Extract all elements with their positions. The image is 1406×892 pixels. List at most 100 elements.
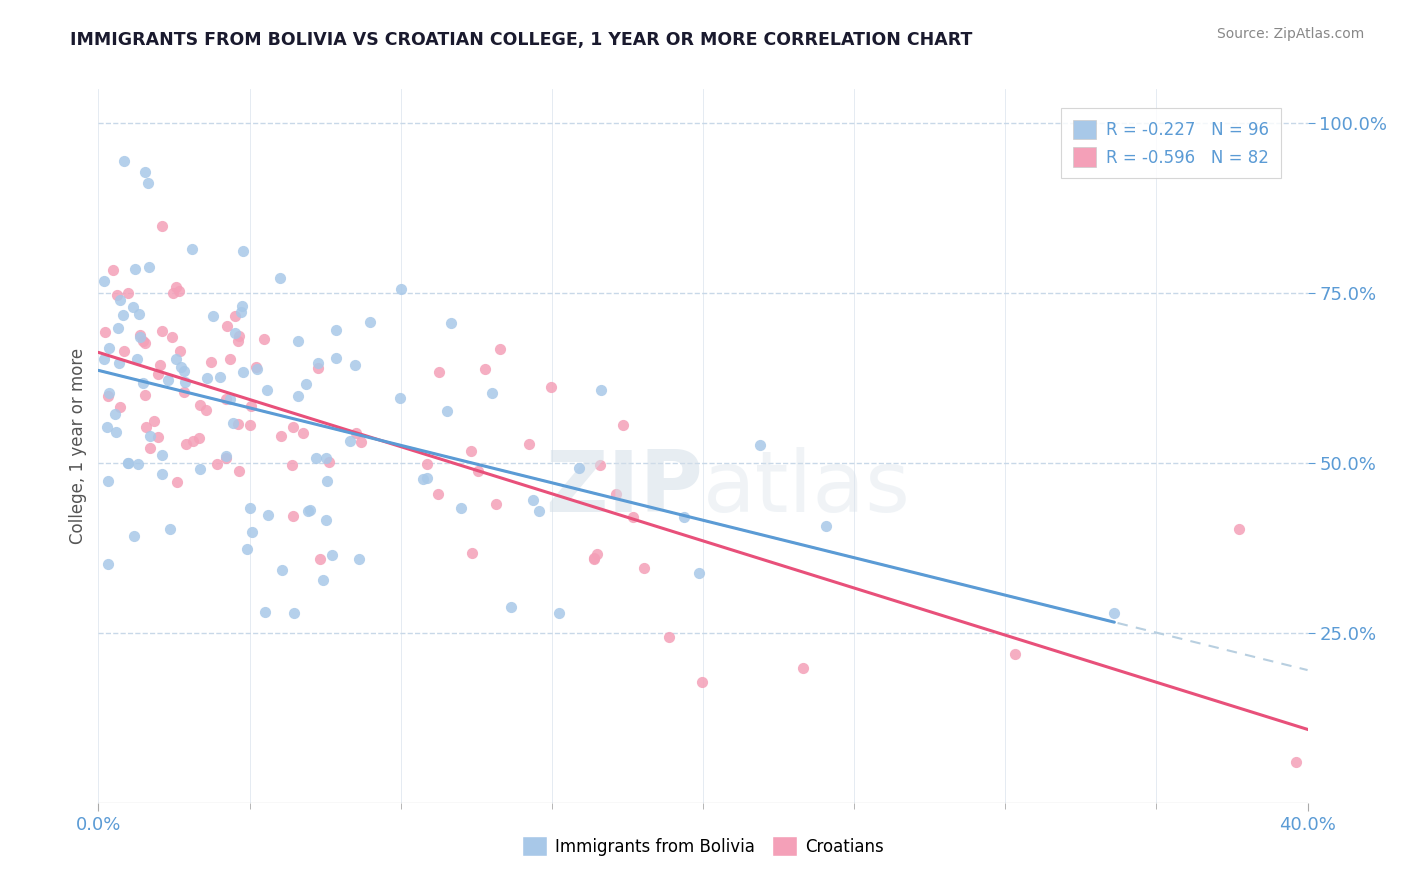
Point (173, 384, 195, 399)
Point (312, 573, 335, 587)
Point (96, 420, 118, 434)
Point (129, 327, 152, 342)
Point (146, 430, 169, 444)
Point (815, 519, 838, 533)
Point (792, 661, 814, 675)
Point (436, 404, 458, 418)
Point (169, 343, 191, 358)
Point (228, 329, 250, 343)
Point (540, 380, 562, 394)
Text: atlas: atlas (703, 447, 911, 531)
Point (208, 369, 231, 384)
Point (104, 425, 127, 440)
Point (134, 335, 156, 350)
Point (122, 529, 145, 543)
Point (633, 561, 655, 575)
Point (134, 164, 156, 178)
Point (188, 431, 211, 445)
Point (292, 426, 315, 441)
Point (1104, 606, 1126, 620)
Point (125, 352, 148, 367)
Point (245, 359, 267, 374)
Point (117, 456, 139, 470)
Point (527, 504, 550, 518)
Point (162, 286, 184, 301)
Point (149, 358, 172, 372)
Point (547, 606, 569, 620)
Point (1227, 522, 1250, 536)
Point (231, 305, 253, 319)
Text: ZIP: ZIP (546, 447, 703, 531)
Point (294, 376, 316, 391)
Point (101, 263, 124, 277)
Point (321, 548, 343, 562)
Point (460, 444, 482, 458)
Point (412, 472, 434, 486)
Point (188, 461, 211, 475)
Point (253, 332, 276, 346)
Point (218, 352, 240, 367)
Point (150, 324, 173, 338)
Point (440, 316, 463, 330)
Point (215, 392, 238, 406)
Point (297, 503, 319, 517)
Point (589, 458, 612, 472)
Point (195, 402, 218, 417)
Point (232, 365, 254, 379)
Point (325, 323, 347, 337)
Point (350, 435, 373, 450)
Point (112, 153, 135, 168)
Point (170, 360, 193, 375)
Text: IMMIGRANTS FROM BOLIVIA VS CROATIAN COLLEGE, 1 YEAR OR MORE CORRELATION CHART: IMMIGRANTS FROM BOLIVIA VS CROATIAN COLL… (70, 31, 973, 49)
Point (481, 385, 503, 400)
Point (567, 460, 589, 475)
Point (215, 449, 238, 463)
Point (416, 470, 439, 484)
Point (150, 467, 173, 481)
Point (688, 566, 710, 580)
Point (188, 398, 211, 412)
Point (281, 419, 304, 434)
Point (287, 334, 309, 348)
Point (673, 510, 696, 524)
Point (305, 450, 328, 465)
Point (589, 384, 612, 398)
Point (474, 362, 496, 376)
Point (93, 351, 115, 366)
Point (138, 260, 160, 274)
Point (135, 420, 157, 434)
Point (111, 309, 134, 323)
Point (257, 508, 280, 523)
Point (246, 362, 269, 376)
Point (522, 492, 544, 507)
Point (318, 455, 340, 469)
Point (582, 552, 605, 566)
Point (359, 315, 381, 329)
Point (224, 326, 246, 340)
Point (150, 448, 173, 462)
Point (612, 417, 634, 432)
Point (467, 464, 489, 478)
Point (315, 474, 337, 488)
Point (127, 457, 149, 471)
Point (389, 282, 412, 296)
Point (97, 389, 120, 403)
Point (132, 334, 155, 348)
Point (235, 542, 257, 557)
Point (165, 352, 187, 367)
Point (160, 330, 183, 344)
Point (139, 442, 162, 456)
Point (166, 475, 188, 489)
Point (93, 274, 115, 288)
Point (450, 500, 472, 515)
Point (200, 355, 222, 369)
Point (215, 451, 238, 466)
Point (215, 318, 238, 333)
Point (165, 279, 187, 293)
Point (104, 407, 127, 421)
Point (110, 401, 132, 415)
Point (226, 417, 249, 432)
Point (308, 360, 330, 375)
Point (271, 563, 294, 577)
Point (1368, 746, 1391, 760)
